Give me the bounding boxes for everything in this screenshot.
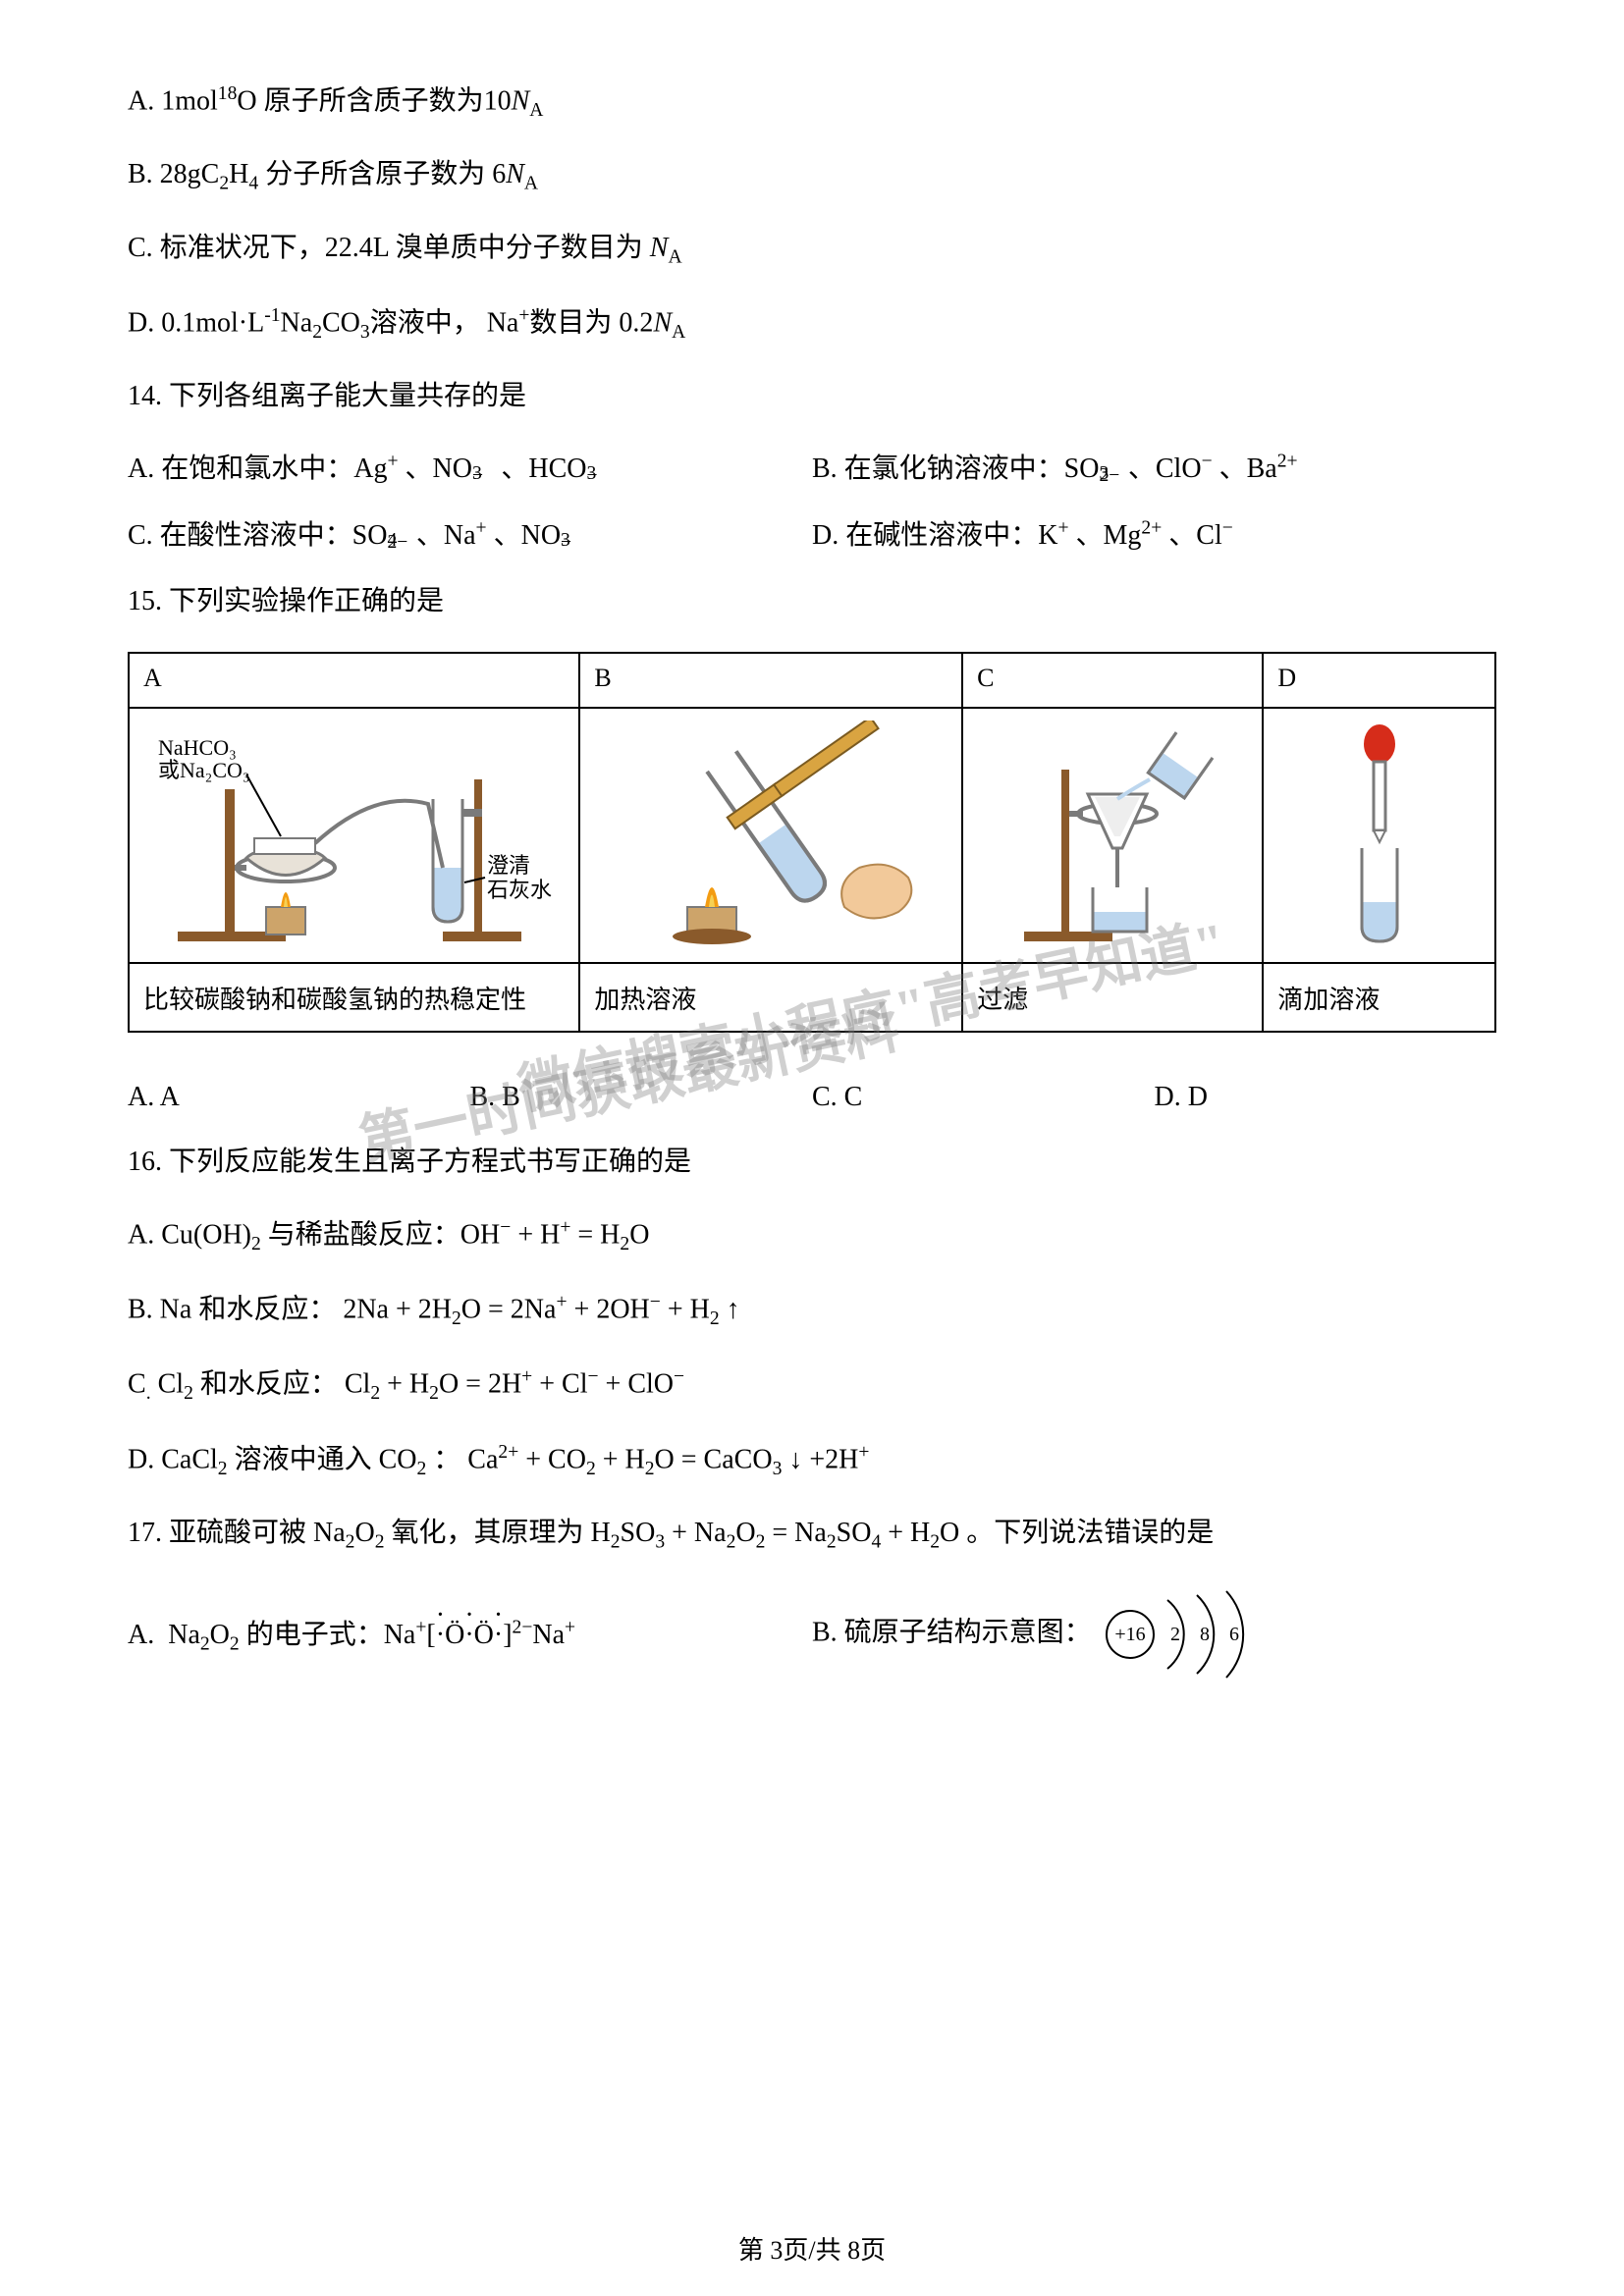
svg-text:澄清: 澄清 [487,853,530,878]
q15-caption-d: 滴加溶液 [1263,963,1495,1032]
q15-diagram-b [579,708,962,963]
q15-diagram-a: NaHCO₃ 或Na₂CO₃ 澄清 石灰水 [129,708,579,963]
q17b-prefix: B. 硫原子结构示意图： [812,1617,1092,1647]
q14-option-b: B. 在氯化钠溶液中：SO2−3 、ClO− 、Ba2+ [812,447,1496,486]
q14-option-c: C. 在酸性溶液中：SO2−4 、Na+ 、NO−3 [128,513,812,553]
q17-stem: 17. 亚硫酸可被 Na2O2 氧化，其原理为 H2SO3 + Na2O2 = … [128,1512,1496,1558]
q15-diagram-d [1263,708,1495,963]
atom-shell-2: 8 [1200,1624,1210,1645]
q15-answer-d: D. D [1155,1082,1497,1113]
q15-diagram-c [962,708,1263,963]
q15-header-b: B [579,653,962,708]
svg-text:或Na₂CO₃: 或Na₂CO₃ [158,758,250,782]
atom-shell-3: 6 [1229,1624,1239,1645]
q15-answer-a: A. A [128,1082,470,1113]
q16-option-a: A. Cu(OH)2 与稀盐酸反应：OH− + H+ = H2O [128,1212,1496,1259]
q16-option-d: D. CaCl2 溶液中通入 CO2 ： Ca2+ + CO2 + H2O = … [128,1437,1496,1484]
page-footer: 第 3页/共 8页 [0,2230,1624,2267]
q15-caption-a: 比较碳酸钠和碳酸氢钠的热稳定性 [129,963,579,1032]
q15-table: A B C D [128,652,1496,1033]
q15-header-a: A [129,653,579,708]
q17-option-b: B. 硫原子结构示意图： +16 2 8 6 [812,1585,1496,1683]
q14-option-a: A. 在饱和氯水中：Ag+ 、NO−3 、HCO−3 [128,447,812,486]
q13-option-d: D. 0.1mol·L-1Na2CO3溶液中， Na+数目为 0.2NA [128,300,1496,347]
svg-text:NaHCO₃: NaHCO₃ [158,735,237,760]
q17-option-a: A. Na2O2 的电子式：Na+[··Ö··Ö··]2−Na+ [128,1613,812,1656]
q16-option-c: C. Cl2 和水反应： Cl2 + H2O = 2H+ + Cl− + ClO… [128,1362,1496,1409]
q15-answer-c: C. C [812,1082,1155,1113]
q13-option-a: A. 1mol18O 原子所含质子数为10NA [128,79,1496,126]
q15-answer-b: B. B [470,1082,813,1113]
q13c-text: 标准状况下，22.4L 溴单质中分子数目为 [160,233,643,263]
atom-shell-1: 2 [1170,1624,1180,1645]
q16-stem: 16. 下列反应能发生且离子方程式书写正确的是 [128,1141,1496,1185]
q15-stem: 15. 下列实验操作正确的是 [128,580,1496,624]
q14-option-d: D. 在碱性溶液中：K+ 、Mg2+ 、Cl− [812,513,1496,553]
q15-header-d: D [1263,653,1495,708]
q15-header-c: C [962,653,1263,708]
q15-caption-b: 加热溶液 [579,963,962,1032]
q14-stem: 14. 下列各组离子能大量共存的是 [128,375,1496,419]
svg-text:石灰水: 石灰水 [487,878,552,902]
atom-nucleus: +16 [1114,1624,1145,1645]
q13-option-b: B. 28gC2H4 分子所含原子数为 6NA [128,153,1496,199]
q16-option-b: B. Na 和水反应： 2Na + 2H2O = 2Na+ + 2OH− + H… [128,1287,1496,1334]
q13-option-c: C. 标准状况下，22.4L 溴单质中分子数目为 NA [128,227,1496,273]
q15-caption-c: 过滤 [962,963,1263,1032]
atom-structure-icon: +16 2 8 6 [1099,1585,1285,1683]
